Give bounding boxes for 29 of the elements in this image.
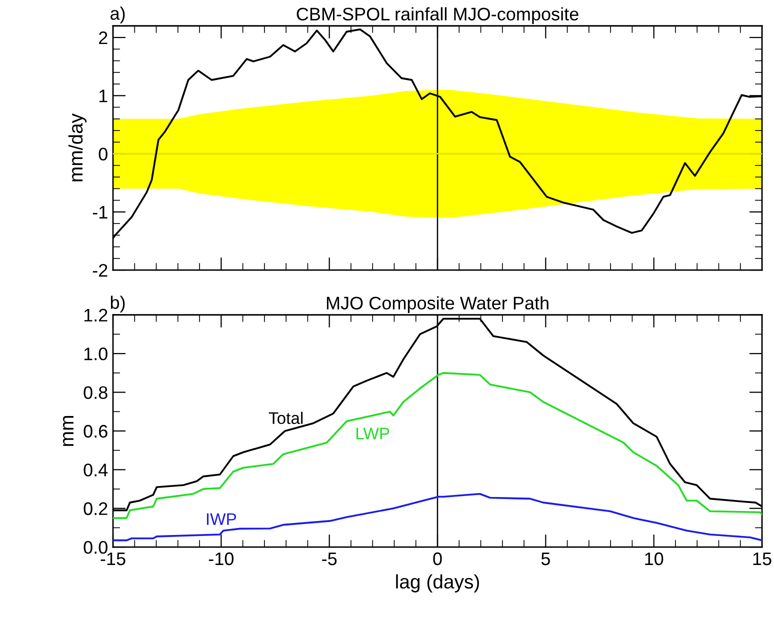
y-tick-label: 0.4 [84,464,108,476]
x-tick-label: 15 [753,552,772,566]
y-axis-title: mm [62,416,74,446]
series-label: Total [268,412,303,424]
y-tick-label: -2 [92,264,108,277]
x-tick-label: -15 [100,552,126,566]
y-tick-label: 1.2 [84,308,108,322]
y-tick-label: 0.2 [84,502,108,516]
text: a) [110,6,125,24]
series-label: IWP [206,513,236,525]
y-tick-label: 0.6 [84,424,108,438]
y-tick-label: 0 [98,148,108,161]
y-axis-title: mm/day [68,113,87,182]
x-tick-label: -10 [208,552,234,566]
y-tick-label: -1 [92,206,108,218]
x-tick-label: -5 [322,552,337,566]
x-tick-label: 5 [541,552,550,566]
y-tick-label: 0.8 [84,386,108,399]
y-tick-label: 1 [99,90,108,102]
y-tick-label: 2 [99,31,108,44]
x-axis-title: lag (days) [396,574,479,592]
text: b) [110,296,125,313]
chart-title: MJO Composite Water Path [326,296,548,314]
series-label: LWP [356,428,390,440]
y-tick-label: 0.0 [84,541,108,554]
chart-title: CBM-SPOL rainfall MJO-composite [296,7,578,24]
x-tick-label: 10 [645,552,664,566]
y-tick-label: 1.0 [84,348,108,360]
x-tick-label: 0 [433,552,442,566]
